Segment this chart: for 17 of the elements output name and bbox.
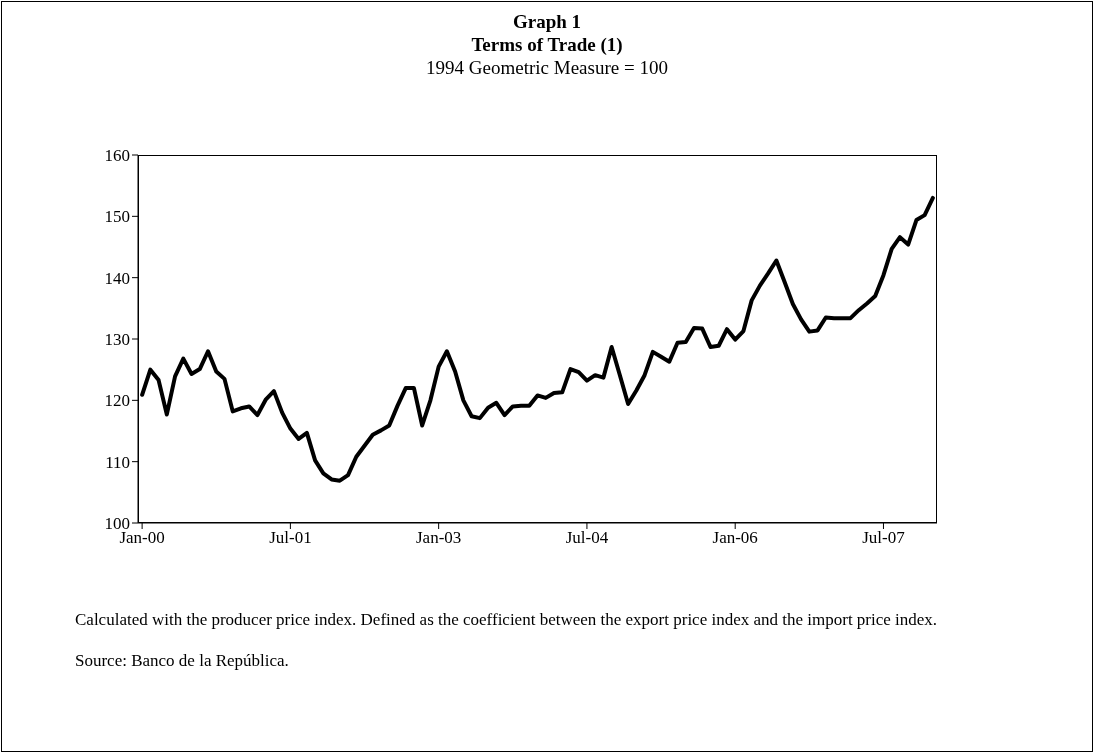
text: Calculated with the producer price index. Defined as the coefficient between the export price index and the import price index. <box>75 609 939 631</box>
y-tick-label: 140 <box>104 268 130 288</box>
x-tick-label: Jan-03 <box>415 528 462 548</box>
y-tick-label: 150 <box>104 207 130 227</box>
line-series <box>140 195 935 483</box>
x-tick-label: Jul-04 <box>565 528 609 548</box>
x-tick-label: Jul-07 <box>862 528 906 548</box>
y-tick-label: 120 <box>104 391 130 411</box>
y-tick-label: 160 <box>104 146 130 166</box>
x-tick-label: Jan-06 <box>712 528 758 548</box>
source-note: Source: Banco de la República. <box>75 650 290 672</box>
x-tick-label: Jan-00 <box>119 528 165 548</box>
chart-title: Graph 1 Terms of Trade (1) <box>470 10 624 56</box>
y-tick-label: 130 <box>104 330 130 350</box>
x-tick-label: Jul-01 <box>269 528 312 548</box>
chart-subtitle: 1994 Geometric Measure = 100 <box>425 56 669 79</box>
y-tick-label: 110 <box>105 452 130 472</box>
